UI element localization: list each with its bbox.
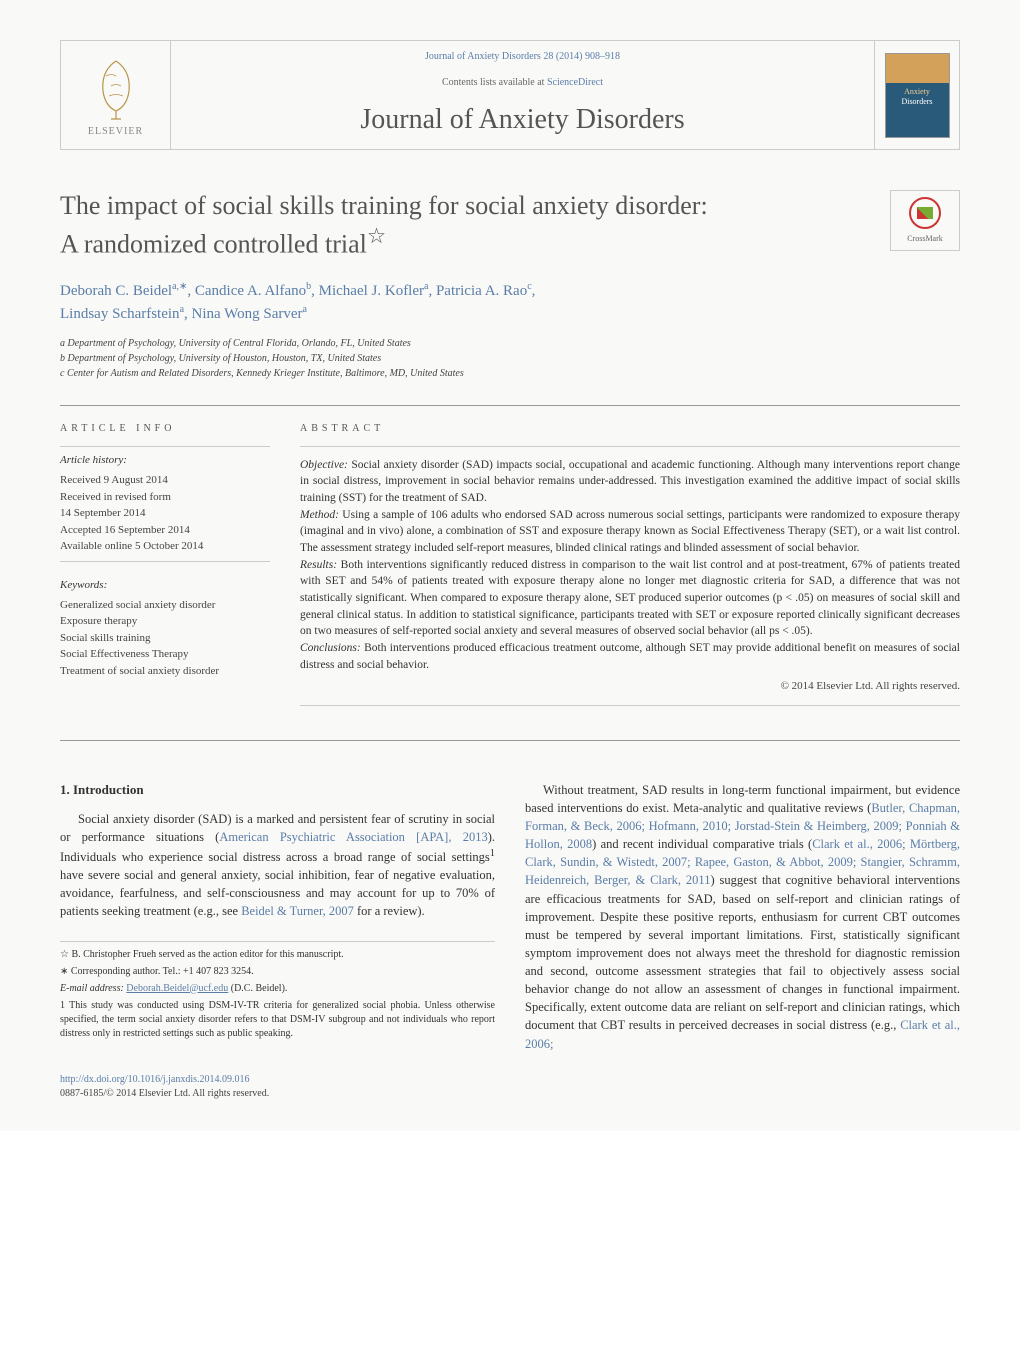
copyright: © 2014 Elsevier Ltd. All rights reserved… <box>300 679 960 694</box>
crossmark-badge[interactable]: CrossMark <box>890 190 960 251</box>
abstract-body: Objective: Social anxiety disorder (SAD)… <box>300 457 960 674</box>
cover-text-bottom: Disorders <box>901 96 932 107</box>
p1-footnote-ref[interactable]: 1 <box>490 848 495 859</box>
method-text: Using a sample of 106 adults who endorse… <box>300 509 960 554</box>
p1-cite1[interactable]: American Psychiatric Association [APA], … <box>219 830 487 844</box>
journal-name: Journal of Anxiety Disorders <box>360 100 684 139</box>
p1-d: for a review). <box>354 904 425 918</box>
title-star: ☆ <box>367 224 386 248</box>
abstract-rule-top <box>300 446 960 447</box>
banner-center: Journal of Anxiety Disorders 28 (2014) 9… <box>171 41 874 149</box>
author-2: Candice A. Alfano <box>195 283 306 299</box>
author-3: Michael J. Kofler <box>319 283 424 299</box>
title-line-1: The impact of social skills training for… <box>60 191 708 220</box>
objective-text: Social anxiety disorder (SAD) impacts so… <box>300 459 960 504</box>
article-info-heading: ARTICLE INFO <box>60 422 270 436</box>
results-label: Results: <box>300 559 337 571</box>
history-online: Available online 5 October 2014 <box>60 538 270 555</box>
abstract: ABSTRACT Objective: Social anxiety disor… <box>300 422 960 716</box>
paragraph-2: Without treatment, SAD results in long-t… <box>525 781 960 1053</box>
author-1-sup: a,∗ <box>172 281 187 292</box>
sciencedirect-link[interactable]: ScienceDirect <box>547 77 603 88</box>
history-label: Article history: <box>60 453 270 468</box>
history-revised-label: Received in revised form <box>60 489 270 506</box>
contents-prefix: Contents lists available at <box>442 77 547 88</box>
contents-line: Contents lists available at ScienceDirec… <box>442 76 603 90</box>
conclusions-label: Conclusions: <box>300 642 361 654</box>
keyword-1: Generalized social anxiety disorder <box>60 597 270 614</box>
keyword-3: Social skills training <box>60 630 270 647</box>
section-heading: 1. Introduction <box>60 781 495 800</box>
info-rule-1 <box>60 446 270 447</box>
abstract-heading: ABSTRACT <box>300 422 960 436</box>
history-received: Received 9 August 2014 <box>60 472 270 489</box>
issn-line: 0887-6185/© 2014 Elsevier Ltd. All right… <box>60 1088 269 1099</box>
footnote-star: ☆ B. Christopher Frueh served as the act… <box>60 948 495 962</box>
doi-link[interactable]: http://dx.doi.org/10.1016/j.janxdis.2014… <box>60 1074 250 1085</box>
authors: Deborah C. Beidela,∗, Candice A. Alfanob… <box>60 279 960 326</box>
footnote-email: E-mail address: Deborah.Beidel@ucf.edu (… <box>60 982 495 996</box>
author-2-sup: b <box>306 281 311 292</box>
keyword-5: Treatment of social anxiety disorder <box>60 663 270 680</box>
affiliations: a Department of Psychology, University o… <box>60 336 960 381</box>
author-6: Nina Wong Sarver <box>192 306 303 322</box>
paper-title: The impact of social skills training for… <box>60 190 870 261</box>
footnote-1: 1 This study was conducted using DSM-IV-… <box>60 999 495 1041</box>
crossmark-label: CrossMark <box>907 233 943 244</box>
info-rule-2 <box>60 561 270 562</box>
title-row: The impact of social skills training for… <box>60 190 960 261</box>
paragraph-1: Social anxiety disorder (SAD) is a marke… <box>60 810 495 921</box>
method-label: Method: <box>300 509 339 521</box>
body-columns: 1. Introduction Social anxiety disorder … <box>60 781 960 1053</box>
author-3-sup: a <box>424 281 428 292</box>
abstract-rule-bottom <box>300 705 960 706</box>
column-left: 1. Introduction Social anxiety disorder … <box>60 781 495 1053</box>
title-block: The impact of social skills training for… <box>60 190 890 261</box>
author-1: Deborah C. Beidel <box>60 283 172 299</box>
doi-block: http://dx.doi.org/10.1016/j.janxdis.2014… <box>60 1073 960 1101</box>
divider-top <box>60 405 960 406</box>
results-text: Both interventions significantly reduced… <box>300 559 960 638</box>
crossmark-icon <box>909 197 941 229</box>
history-accepted: Accepted 16 September 2014 <box>60 522 270 539</box>
keyword-2: Exposure therapy <box>60 613 270 630</box>
header-banner: ELSEVIER Journal of Anxiety Disorders 28… <box>60 40 960 150</box>
title-line-2: A randomized controlled trial <box>60 229 367 258</box>
keywords-label: Keywords: <box>60 578 270 593</box>
p2-b: ) and recent individual comparative tria… <box>592 837 812 851</box>
author-4-sup: c <box>527 281 531 292</box>
elsevier-tree-icon <box>81 51 151 121</box>
footnote-corresponding: ∗ Corresponding author. Tel.: +1 407 823… <box>60 965 495 979</box>
keywords-block: Keywords: Generalized social anxiety dis… <box>60 578 270 680</box>
cover-thumbnail[interactable]: Anxiety Disorders <box>874 41 959 149</box>
p2-c: ) suggest that cognitive behavioral inte… <box>525 873 960 1032</box>
info-abstract-row: ARTICLE INFO Article history: Received 9… <box>60 422 960 716</box>
publisher-logo[interactable]: ELSEVIER <box>61 41 171 149</box>
author-4: Patricia A. Rao <box>436 283 527 299</box>
article-info: ARTICLE INFO Article history: Received 9… <box>60 422 270 716</box>
email-suffix: (D.C. Beidel). <box>228 983 287 994</box>
keyword-4: Social Effectiveness Therapy <box>60 646 270 663</box>
history-revised-date: 14 September 2014 <box>60 505 270 522</box>
footnotes: ☆ B. Christopher Frueh served as the act… <box>60 941 495 1041</box>
p1-cite2[interactable]: Beidel & Turner, 2007 <box>241 904 354 918</box>
page: ELSEVIER Journal of Anxiety Disorders 28… <box>0 0 1020 1131</box>
author-5-sup: a <box>180 304 184 315</box>
email-link[interactable]: Deborah.Beidel@ucf.edu <box>126 983 228 994</box>
affiliation-a: a Department of Psychology, University o… <box>60 336 960 351</box>
author-5: Lindsay Scharfstein <box>60 306 180 322</box>
objective-label: Objective: <box>300 459 348 471</box>
email-label: E-mail address: <box>60 983 126 994</box>
conclusions-text: Both interventions produced efficacious … <box>300 642 960 671</box>
affiliation-b: b Department of Psychology, University o… <box>60 351 960 366</box>
publisher-label: ELSEVIER <box>88 125 143 139</box>
cover-image: Anxiety Disorders <box>885 53 950 138</box>
column-right: Without treatment, SAD results in long-t… <box>525 781 960 1053</box>
author-6-sup: a <box>303 304 307 315</box>
divider-bottom <box>60 740 960 741</box>
affiliation-c: c Center for Autism and Related Disorder… <box>60 366 960 381</box>
journal-reference: Journal of Anxiety Disorders 28 (2014) 9… <box>425 50 620 64</box>
